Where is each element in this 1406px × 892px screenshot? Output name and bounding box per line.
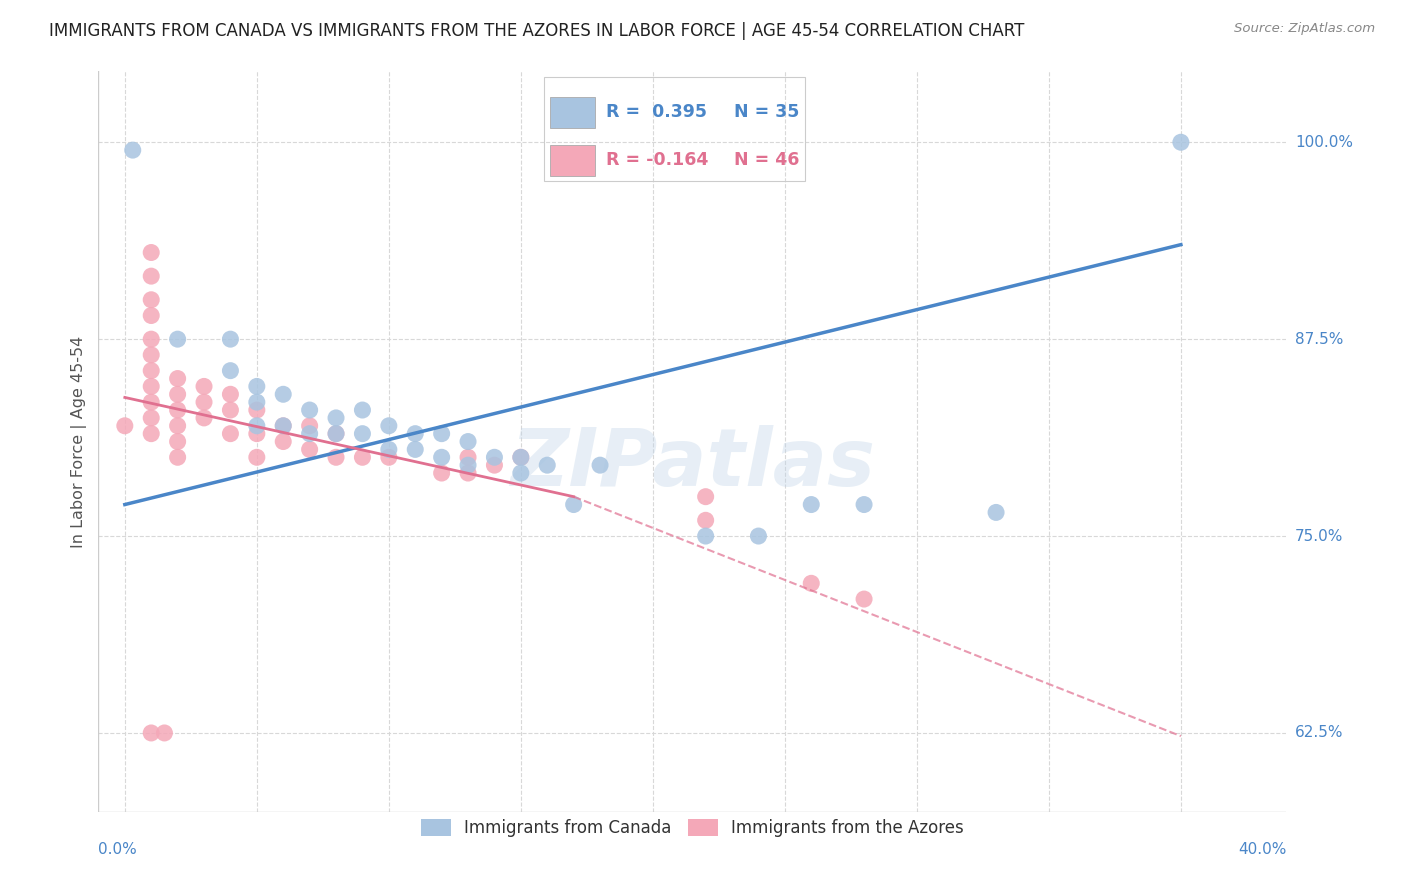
Point [298,426,321,441]
Point [589,458,612,472]
Point [352,403,374,417]
Point [430,450,453,465]
Point [536,458,558,472]
Point [457,458,479,472]
Point [298,418,321,433]
Text: R = -0.164: R = -0.164 [606,152,709,169]
Point [114,418,136,433]
Point [193,379,215,393]
Point [141,348,163,362]
Point [141,293,163,307]
Point [325,426,347,441]
Point [246,426,269,441]
Text: 75.0%: 75.0% [1295,529,1343,543]
Point [404,426,426,441]
Point [562,498,585,512]
Point [166,332,188,346]
Point [166,403,188,417]
Point [271,418,294,433]
Point [298,403,321,417]
Point [141,426,163,441]
Point [509,450,531,465]
FancyBboxPatch shape [550,145,595,177]
Point [141,411,163,425]
Text: 62.5%: 62.5% [1295,725,1343,740]
Point [141,364,163,378]
Text: 40.0%: 40.0% [1239,842,1286,857]
Text: N = 35: N = 35 [734,103,800,121]
Text: R =  0.395: R = 0.395 [606,103,707,121]
FancyBboxPatch shape [550,96,595,128]
Point [141,726,163,740]
Point [166,371,188,385]
Point [378,418,401,433]
Point [457,450,479,465]
Text: 0.0%: 0.0% [98,842,138,857]
Point [246,403,269,417]
Point [193,411,215,425]
Point [352,426,374,441]
Point [378,442,401,457]
Point [271,387,294,401]
Point [325,426,347,441]
Point [219,387,242,401]
Point [141,332,163,346]
Y-axis label: In Labor Force | Age 45-54: In Labor Force | Age 45-54 [72,335,87,548]
Point [141,245,163,260]
Point [484,450,506,465]
Point [853,592,876,607]
Point [298,442,321,457]
Point [800,498,823,512]
Point [219,332,242,346]
Point [695,490,717,504]
Point [166,450,188,465]
Point [246,379,269,393]
Text: 100.0%: 100.0% [1295,135,1353,150]
Point [246,450,269,465]
Point [457,466,479,480]
Point [246,418,269,433]
Point [695,529,717,543]
Point [219,364,242,378]
Point [484,458,506,472]
Text: N = 46: N = 46 [734,152,800,169]
Point [325,411,347,425]
Point [984,505,1007,519]
Point [430,466,453,480]
Point [1170,135,1192,149]
Point [141,395,163,409]
Point [271,434,294,449]
Point [153,726,176,740]
Point [166,434,188,449]
Point [404,442,426,457]
Point [166,418,188,433]
Point [193,395,215,409]
Point [141,309,163,323]
Point [325,450,347,465]
Point [853,498,876,512]
Point [378,450,401,465]
Point [141,379,163,393]
Point [271,418,294,433]
Point [246,395,269,409]
Point [121,143,143,157]
Point [430,426,453,441]
Text: IMMIGRANTS FROM CANADA VS IMMIGRANTS FROM THE AZORES IN LABOR FORCE | AGE 45-54 : IMMIGRANTS FROM CANADA VS IMMIGRANTS FRO… [49,22,1025,40]
Point [457,434,479,449]
Text: ZIPatlas: ZIPatlas [510,425,875,503]
Point [352,450,374,465]
Point [166,387,188,401]
Point [747,529,769,543]
Point [141,269,163,284]
Text: 87.5%: 87.5% [1295,332,1343,347]
Legend: Immigrants from Canada, Immigrants from the Azores: Immigrants from Canada, Immigrants from … [413,813,972,844]
Point [800,576,823,591]
Point [509,450,531,465]
Point [219,403,242,417]
Point [695,513,717,527]
Point [219,426,242,441]
Text: Source: ZipAtlas.com: Source: ZipAtlas.com [1234,22,1375,36]
Point [509,466,531,480]
